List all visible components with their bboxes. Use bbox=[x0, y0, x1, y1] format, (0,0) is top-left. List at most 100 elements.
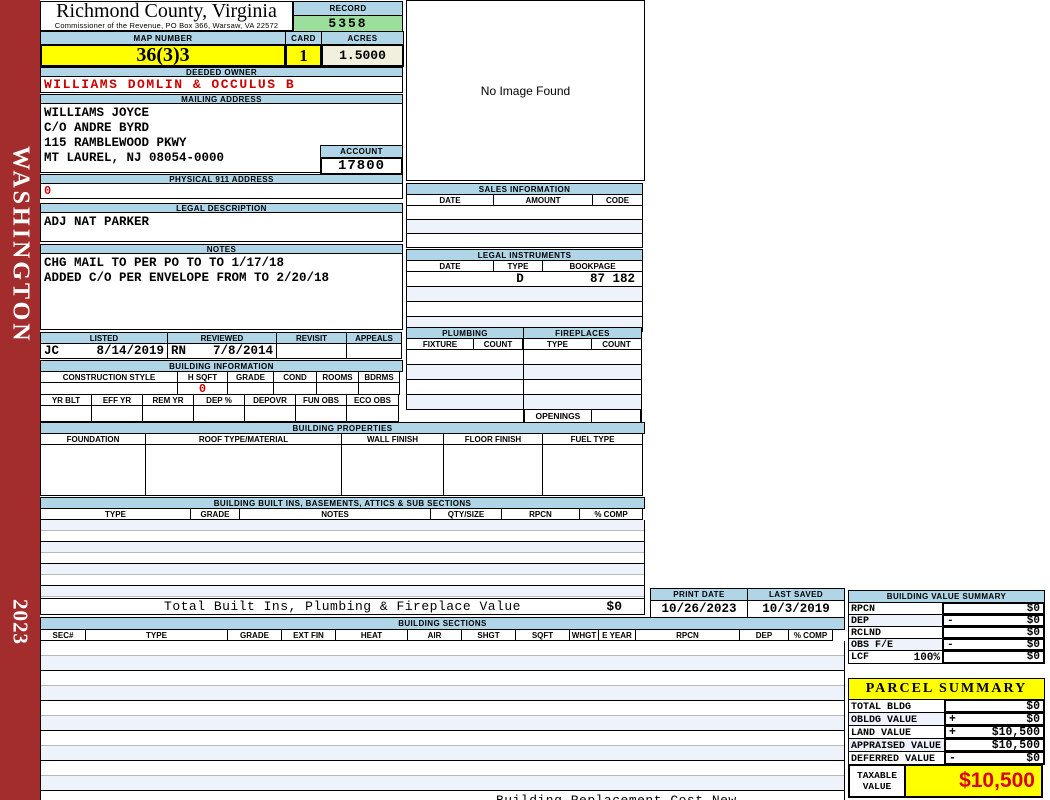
fireplace-row bbox=[524, 350, 641, 365]
built-ins-rpcn-header: RPCN bbox=[501, 508, 580, 520]
instrument-type-header: TYPE bbox=[493, 260, 543, 272]
building-section-row bbox=[41, 641, 844, 656]
remyr-value bbox=[142, 405, 194, 422]
reviewed-date: 7/8/2014 bbox=[212, 344, 273, 358]
taxable-value-label: TAXABLE VALUE bbox=[848, 764, 906, 798]
parcel-label: DEFERRED VALUE bbox=[848, 751, 945, 765]
parcel-op: + bbox=[949, 725, 956, 739]
sec-eyear-header: E YEAR bbox=[598, 629, 636, 641]
fireplaces-table: FIREPLACES TYPE COUNT OPENINGS bbox=[523, 327, 642, 424]
sales-row bbox=[407, 234, 642, 247]
plumbing-row bbox=[407, 395, 523, 409]
parcel-row: OBLDG VALUE + $0 bbox=[848, 712, 1045, 726]
funobs-value bbox=[295, 405, 347, 422]
instrument-date-header: DATE bbox=[406, 260, 494, 272]
building-sections: BUILDING SECTIONS SEC# TYPE GRADE EXT FI… bbox=[40, 617, 845, 800]
parcel-value: $10,500 bbox=[991, 738, 1040, 752]
taxable-value-row: TAXABLE VALUE $10,500 bbox=[848, 764, 1045, 798]
parcel-value-cell: + $0 bbox=[944, 712, 1045, 726]
fireplace-row bbox=[524, 395, 641, 410]
note-line: ADDED C/O PER ENVELOPE FROM TO 2/20/18 bbox=[44, 271, 330, 285]
parcel-value-cell: + $10,500 bbox=[944, 725, 1045, 739]
notes-block: CHG MAIL TO PER PO TO TO 1/17/18 ADDED C… bbox=[40, 253, 403, 330]
instrument-row bbox=[407, 287, 642, 302]
mailing-address-block: WILLIAMS JOYCE C/O ANDRE BYRD 115 RAMBLE… bbox=[40, 103, 403, 173]
building-properties: BUILDING PROPERTIES FOUNDATION ROOF TYPE… bbox=[40, 422, 645, 496]
wall-finish-value bbox=[341, 444, 444, 496]
parcel-row: DEFERRED VALUE - $0 bbox=[848, 751, 1045, 765]
plumbing-row bbox=[407, 380, 523, 395]
record-header: RECORD bbox=[293, 1, 403, 16]
instrument-row: D 87 182 bbox=[407, 272, 642, 287]
instrument-row bbox=[407, 302, 642, 317]
parcel-label: TOTAL BLDG VALUE bbox=[848, 699, 945, 724]
built-ins-total-label: Total Built Ins, Plumbing & Fireplace Va… bbox=[164, 599, 521, 614]
parcel-value: $0 bbox=[1026, 751, 1040, 765]
sales-code-header: CODE bbox=[592, 194, 643, 206]
bvs-value: $0 bbox=[1026, 602, 1040, 615]
instrument-bookpage: 87 182 bbox=[589, 272, 635, 286]
bvs-value-cell: $0 bbox=[942, 650, 1045, 664]
built-ins-notes-header: NOTES bbox=[239, 508, 431, 520]
acres-header: ACRES bbox=[321, 31, 404, 45]
fireplace-row bbox=[524, 365, 641, 380]
parcel-value: $0 bbox=[1026, 712, 1040, 726]
listed-date: 8/14/2019 bbox=[96, 344, 164, 358]
sec-whgt-header: WHGT bbox=[569, 629, 599, 641]
physical-911-value: 0 bbox=[40, 183, 403, 199]
map-number-header: MAP NUMBER bbox=[40, 31, 286, 45]
bvs-label: LCF bbox=[851, 652, 870, 663]
parcel-label: OBLDG VALUE bbox=[848, 712, 945, 726]
plumbing-row bbox=[407, 350, 523, 365]
sec-air-header: AIR bbox=[407, 629, 462, 641]
building-section-row bbox=[41, 686, 844, 701]
built-ins-row bbox=[41, 531, 644, 542]
sales-row bbox=[407, 206, 642, 220]
fireplace-type-header: TYPE bbox=[523, 338, 592, 350]
bvs-label-cell: LCF 100% bbox=[848, 650, 943, 664]
revisit-cell bbox=[276, 343, 347, 359]
bvs-op: - bbox=[947, 638, 954, 651]
built-ins-row bbox=[41, 553, 644, 564]
print-date-value: 10/26/2023 bbox=[650, 600, 748, 618]
map-number-value: 36(3)3 bbox=[40, 44, 286, 67]
floor-finish-value bbox=[443, 444, 543, 496]
sec-header: SEC# bbox=[40, 629, 86, 641]
fireplace-count-header: COUNT bbox=[591, 338, 642, 350]
built-ins-row bbox=[41, 542, 644, 553]
mailing-address-line: 115 RAMBLEWOOD PKWY bbox=[44, 136, 187, 150]
sec-shgt-header: SHGT bbox=[461, 629, 516, 641]
building-replacement-cost-label: Building Replacement Cost New bbox=[496, 793, 737, 800]
parcel-summary-header: PARCEL SUMMARY bbox=[848, 678, 1045, 700]
print-saved-table: PRINT DATE 10/26/2023 LAST SAVED 10/3/20… bbox=[650, 588, 845, 618]
map-card-acres-row: MAP NUMBER 36(3)3 CARD 1 ACRES 1.5000 bbox=[40, 31, 405, 67]
built-ins-row bbox=[41, 586, 644, 597]
building-section-row bbox=[41, 716, 844, 731]
review-table: LISTED REVIEWED REVISIT APPEALS JC 8/14/… bbox=[40, 332, 403, 359]
roof-value bbox=[145, 444, 342, 496]
sales-amount-header: AMOUNT bbox=[493, 194, 593, 206]
building-value-summary: BUILDING VALUE SUMMARY RPCN $0 DEP - $0 … bbox=[848, 590, 1045, 664]
parcel-label: LAND VALUE bbox=[848, 725, 945, 739]
sec-sqft-header: SQFT bbox=[515, 629, 570, 641]
deeded-owner-value: WILLIAMS DOMLIN & OCCULUS B bbox=[40, 76, 403, 93]
taxable-value-amount: $10,500 bbox=[904, 764, 1043, 798]
parcel-row: APPRAISED VALUE $10,500 bbox=[848, 738, 1045, 752]
parcel-value-cell: - $0 bbox=[944, 751, 1045, 765]
plumbing-fireplaces: PLUMBING FIXTURE COUNT FIREPLACES TYPE C… bbox=[406, 327, 643, 424]
parcel-op: + bbox=[949, 712, 956, 726]
parcel-value: $10,500 bbox=[991, 725, 1040, 739]
last-saved-value: 10/3/2019 bbox=[747, 600, 845, 618]
sec-extfin-header: EXT FIN bbox=[281, 629, 336, 641]
card-header: CARD bbox=[285, 31, 322, 45]
bvs-lcf-pct: 100% bbox=[913, 652, 940, 664]
built-ins-row bbox=[41, 520, 644, 531]
plumbing-row bbox=[407, 365, 523, 380]
building-section-row bbox=[41, 656, 844, 671]
parcel-row: TOTAL BLDG VALUE $0 bbox=[848, 699, 1045, 724]
built-ins-total-row: Total Built Ins, Plumbing & Fireplace Va… bbox=[40, 598, 645, 615]
record-value: 5358 bbox=[293, 15, 403, 32]
reviewed-cell: RN 7/8/2014 bbox=[167, 343, 277, 359]
sec-type-header: TYPE bbox=[85, 629, 228, 641]
parcel-op: - bbox=[949, 751, 956, 765]
